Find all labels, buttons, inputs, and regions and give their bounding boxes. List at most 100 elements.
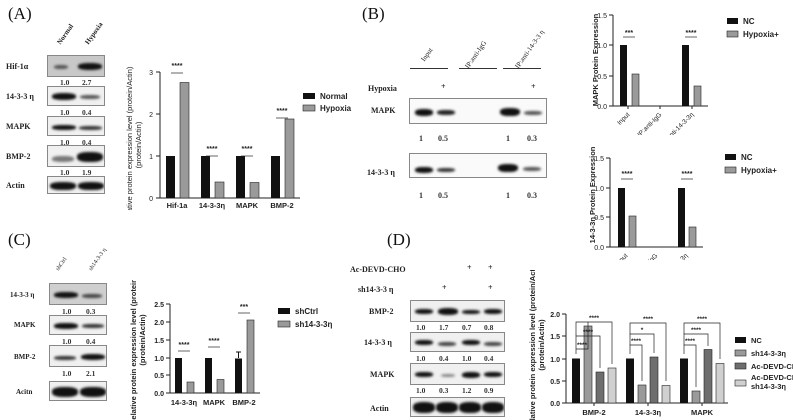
legend: Normal Hypoxia — [302, 92, 352, 113]
lane-header: Hypoxia — [83, 20, 105, 46]
treatment-label: Hypoxia — [368, 84, 397, 93]
blot-quant: 1.0 — [416, 354, 426, 363]
svg-text:0.5: 0.5 — [594, 215, 604, 222]
western-blot-mapk — [47, 116, 105, 136]
blot-quant: 1.2 — [462, 386, 472, 395]
lane-header: shCtrl — [55, 256, 69, 272]
treatment-mark: + — [441, 82, 446, 91]
x-tick: MAPK — [236, 201, 259, 210]
svg-text:****: **** — [209, 338, 220, 345]
blot-quant: 0.7 — [462, 323, 472, 332]
legend-label: Ac-DEVD-CHO — [751, 373, 793, 382]
blot-row-label: BMP-2 — [6, 152, 31, 161]
svg-text:****: **** — [622, 171, 633, 178]
svg-text:****: **** — [583, 329, 594, 336]
svg-text:****: **** — [577, 342, 588, 349]
x-tick: IP:anti-IgG — [632, 252, 659, 260]
svg-text:***: *** — [625, 30, 633, 37]
legend-label: sh14-3-3η — [751, 349, 786, 358]
svg-text:0.0: 0.0 — [154, 391, 164, 398]
svg-text:0.5: 0.5 — [597, 74, 607, 81]
y-axis-label-line2: (protein/Actin) — [537, 319, 546, 371]
svg-text:****: **** — [691, 327, 702, 334]
western-blot-actin — [49, 381, 107, 401]
svg-text:****: **** — [207, 146, 218, 153]
blot-quant: 1.0 — [416, 386, 426, 395]
western-blot-bmp2 — [410, 300, 505, 322]
chart-d: Relative protein expression level (prote… — [528, 270, 793, 420]
blot-quant: 1 — [419, 191, 423, 200]
svg-text:1.0: 1.0 — [594, 186, 604, 193]
blot-quant: 1 — [506, 191, 510, 200]
svg-text:****: **** — [643, 316, 654, 323]
blot-quant: 1.9 — [82, 168, 92, 177]
blot-quant: 0.9 — [484, 386, 494, 395]
chart-b-mapk: MAPK Protein Expression 0.0 0.5 1.0 1.5 … — [591, 13, 779, 135]
x-tick: 14-3-3η — [171, 398, 198, 407]
svg-text:1.5: 1.5 — [594, 156, 604, 163]
group-line — [410, 68, 448, 69]
legend-label: NC — [751, 336, 762, 345]
blot-quant: 1.0 — [416, 323, 426, 332]
legend-label: NC — [741, 153, 753, 162]
blot-quant: 1.0 — [62, 307, 72, 316]
svg-text:0.0: 0.0 — [597, 104, 607, 111]
blot-quant: 1.0 — [462, 354, 472, 363]
svg-text:****: **** — [172, 63, 183, 70]
blot-quant: 0.5 — [438, 191, 448, 200]
western-blot-mapk — [410, 363, 505, 385]
svg-text:0: 0 — [149, 196, 153, 203]
western-blot-ip-mapk — [409, 98, 547, 124]
x-tick: Input — [614, 252, 629, 260]
blot-quant: 1 — [506, 134, 510, 143]
x-tick: IP:anti-14-3-3η — [660, 111, 696, 135]
group-header: Input — [419, 46, 435, 63]
svg-text:1: 1 — [149, 154, 153, 161]
blot-row-label: MAPK — [14, 321, 36, 329]
svg-text:2: 2 — [149, 112, 153, 119]
blot-quant: 0.4 — [82, 108, 92, 117]
panel-a-label: (A) — [8, 4, 32, 23]
blot-quant: 0.3 — [527, 191, 537, 200]
svg-text:***: *** — [240, 304, 248, 311]
blot-row-label: 14-3-3 η — [6, 92, 34, 101]
svg-text:****: **** — [589, 315, 600, 322]
y-axis-label: Relative protein expression level (prote… — [528, 270, 537, 420]
svg-text:3: 3 — [149, 70, 153, 77]
svg-text:****: **** — [277, 108, 288, 115]
legend-label: Normal — [320, 92, 348, 101]
legend-label: Hypoxia+ — [741, 166, 777, 175]
svg-text:****: **** — [686, 30, 697, 37]
group-line — [459, 68, 497, 69]
legend-label: sh14-3-3η — [751, 382, 786, 391]
blot-row-label: BMP-2 — [14, 353, 36, 361]
panel-b-label: (B) — [362, 4, 385, 23]
treatment-label: Ac-DEVD-CHO — [350, 265, 406, 274]
treatment-mark: + — [488, 263, 493, 272]
chart-b-1433: 14-3-3η Protein Expression 0.0 0.5 1.0 1… — [588, 146, 777, 260]
western-blot-bmp2 — [49, 345, 107, 367]
western-blot-1433 — [49, 283, 107, 305]
x-tick: BMP-2 — [270, 201, 293, 210]
western-blot-1433 — [47, 86, 105, 106]
x-tick: BMP-2 — [232, 398, 255, 407]
group-line — [503, 68, 541, 69]
blot-row-label: MAPK — [371, 106, 396, 115]
blot-quant: 1.0 — [60, 78, 70, 87]
blot-quant: 1.0 — [62, 337, 72, 346]
svg-text:*: * — [641, 327, 644, 334]
svg-text:****: **** — [179, 342, 190, 349]
y-axis-label-line2: (protein/Actin) — [134, 121, 143, 168]
svg-text:0.0: 0.0 — [550, 401, 560, 408]
svg-text:2.0: 2.0 — [154, 320, 164, 327]
western-blot-ip-1433 — [409, 153, 547, 178]
group-header: IP:anti-14-3-3 η — [513, 28, 546, 70]
x-tick: Hif-1a — [167, 201, 189, 210]
y-axis-label: Relative protein expression level (prote… — [125, 66, 134, 210]
blot-quant: 1.7 — [439, 323, 449, 332]
blot-quant: 0.4 — [82, 138, 92, 147]
western-blot-bmp2 — [47, 145, 105, 167]
svg-text:0.5: 0.5 — [154, 373, 164, 380]
x-tick: BMP-2 — [582, 408, 605, 417]
y-axis-label: MAPK Protein Expression — [591, 13, 600, 106]
